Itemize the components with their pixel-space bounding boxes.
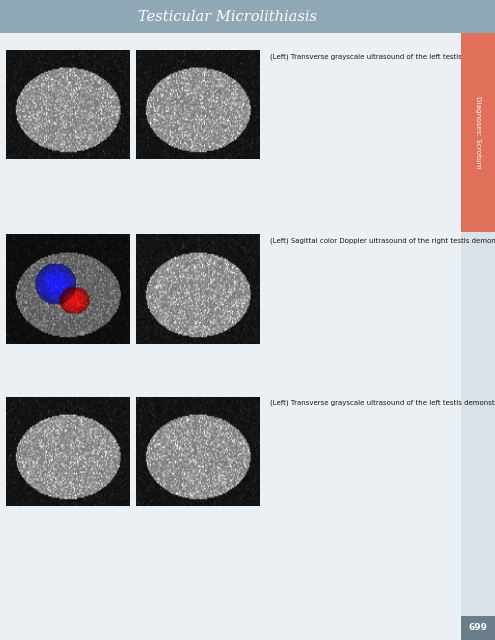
Bar xyxy=(461,33,495,232)
Text: 699: 699 xyxy=(469,623,488,632)
Text: Testicular Microlithiasis: Testicular Microlithiasis xyxy=(138,10,317,24)
Text: Diagnoses: Scrotum: Diagnoses: Scrotum xyxy=(475,96,481,169)
Text: Diagnoses: Scrotum: Diagnoses: Scrotum xyxy=(475,96,481,169)
Text: 699: 699 xyxy=(469,623,488,632)
Bar xyxy=(0,0,495,33)
Text: Testicular Microlithiasis: Testicular Microlithiasis xyxy=(138,10,317,24)
Text: (Left) Transverse grayscale ultrasound of the left testis demonstrates an isolat: (Left) Transverse grayscale ultrasound o… xyxy=(270,400,495,406)
Bar xyxy=(461,616,495,640)
Bar xyxy=(0,0,495,33)
Text: (Left) Transverse grayscale ultrasound of the left testis demonstrates clustered: (Left) Transverse grayscale ultrasound o… xyxy=(270,53,495,60)
Text: (Left) Sagittal color Doppler ultrasound of the right testis demonstrates a larg: (Left) Sagittal color Doppler ultrasound… xyxy=(270,237,495,244)
Bar xyxy=(461,616,495,640)
Bar xyxy=(461,33,495,232)
